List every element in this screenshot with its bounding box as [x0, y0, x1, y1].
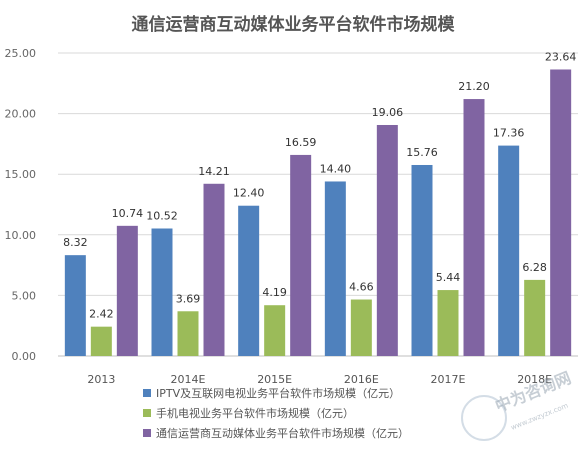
y-tick-label: 0.00 — [12, 350, 37, 363]
data-label: 4.19 — [262, 286, 287, 299]
data-label: 8.32 — [63, 236, 88, 249]
data-label: 3.69 — [176, 292, 201, 305]
bar-1 — [151, 228, 173, 356]
bar-2 — [264, 305, 286, 356]
bar-3 — [376, 124, 398, 356]
grid-lines — [58, 52, 578, 357]
data-label: 21.20 — [458, 80, 490, 93]
bar-2 — [177, 311, 199, 356]
data-label: 10.74 — [112, 207, 144, 220]
bar-1 — [64, 255, 86, 356]
chart-title: 通信运营商互动媒体业务平台软件市场规模 — [132, 14, 456, 35]
data-label: 17.36 — [493, 127, 525, 140]
data-label: 19.06 — [372, 106, 404, 119]
legend-label: IPTV及互联网电视业务平台软件市场规模（亿元） — [156, 386, 400, 400]
data-label: 4.66 — [349, 281, 374, 294]
y-tick-label: 15.00 — [5, 168, 37, 181]
y-tick-label: 10.00 — [5, 229, 37, 242]
legend-label: 通信运营商互动媒体业务平台软件市场规模（亿元） — [156, 426, 409, 440]
x-tick-label: 2016E — [344, 373, 379, 386]
y-tick-label: 25.00 — [5, 47, 37, 60]
x-tick-label: 2013 — [87, 373, 115, 386]
data-label: 6.28 — [522, 261, 547, 274]
x-tick-label: 2017E — [431, 373, 466, 386]
bar-1 — [411, 164, 433, 356]
bar-3 — [463, 99, 485, 356]
bars — [64, 69, 572, 356]
bar-2 — [437, 290, 459, 356]
x-tick-label: 2014E — [171, 373, 206, 386]
bar-3 — [116, 225, 138, 356]
data-label: 2.42 — [89, 308, 114, 321]
data-label: 14.21 — [198, 165, 230, 178]
data-label: 23.64 — [545, 50, 577, 63]
legend-swatch-3 — [143, 429, 151, 437]
x-axis-ticks: 2013 2014E 2015E 2016E 2017E 2018E — [87, 373, 552, 386]
x-tick-label: 2018E — [517, 373, 552, 386]
legend-label: 手机电视业务平台软件市场规模（亿元） — [156, 406, 354, 420]
bar-1 — [324, 181, 346, 356]
bar-2 — [350, 299, 372, 356]
legend-swatch-2 — [143, 409, 151, 417]
bar-3 — [203, 183, 225, 356]
x-tick-label: 2015E — [257, 373, 292, 386]
legend: IPTV及互联网电视业务平台软件市场规模（亿元） 手机电视业务平台软件市场规模（亿… — [143, 386, 409, 440]
data-label: 12.40 — [233, 187, 265, 200]
y-tick-label: 20.00 — [5, 108, 37, 121]
bar-2 — [524, 279, 546, 356]
bar-2 — [90, 326, 112, 356]
bar-1 — [238, 205, 260, 356]
y-axis-ticks: 0.00 5.00 10.00 15.00 20.00 25.00 — [5, 47, 37, 363]
data-label: 10.52 — [146, 209, 178, 222]
data-label: 16.59 — [285, 136, 317, 149]
data-label: 14.40 — [320, 162, 352, 175]
legend-swatch-1 — [143, 389, 151, 397]
data-label: 15.76 — [406, 146, 438, 159]
data-label: 5.44 — [436, 271, 461, 284]
y-tick-label: 5.00 — [12, 289, 37, 302]
bar-3 — [290, 154, 312, 356]
bar-3 — [550, 69, 572, 356]
bar-1 — [498, 145, 520, 356]
watermark-seal — [461, 395, 507, 441]
